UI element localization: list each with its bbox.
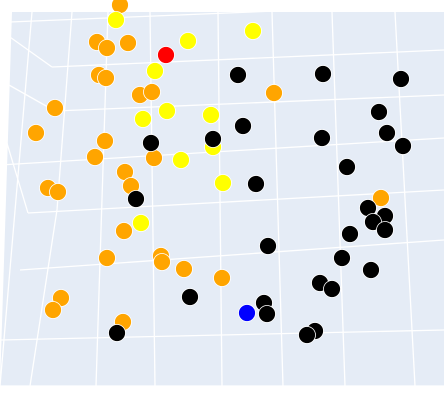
- data-point[interactable]: [230, 67, 247, 84]
- data-point[interactable]: [334, 250, 351, 267]
- data-point[interactable]: [239, 305, 256, 322]
- data-point[interactable]: [28, 125, 45, 142]
- data-point[interactable]: [314, 130, 331, 147]
- data-point[interactable]: [99, 40, 116, 57]
- data-point[interactable]: [158, 47, 175, 64]
- data-point[interactable]: [205, 131, 222, 148]
- data-point[interactable]: [45, 302, 62, 319]
- data-point[interactable]: [235, 118, 252, 135]
- data-point[interactable]: [266, 85, 283, 102]
- data-point[interactable]: [299, 327, 316, 344]
- data-point[interactable]: [315, 66, 332, 83]
- data-point[interactable]: [99, 250, 116, 267]
- data-point[interactable]: [393, 71, 410, 88]
- data-point[interactable]: [214, 270, 231, 287]
- data-point[interactable]: [260, 238, 277, 255]
- data-point[interactable]: [339, 159, 356, 176]
- data-point[interactable]: [108, 12, 125, 29]
- data-point[interactable]: [176, 261, 193, 278]
- data-point[interactable]: [180, 33, 197, 50]
- data-point[interactable]: [128, 191, 145, 208]
- data-point[interactable]: [97, 133, 114, 150]
- data-point[interactable]: [182, 289, 199, 306]
- data-point[interactable]: [135, 111, 152, 128]
- data-point[interactable]: [173, 152, 190, 169]
- data-point[interactable]: [109, 325, 126, 342]
- data-point[interactable]: [363, 262, 380, 279]
- data-point[interactable]: [47, 100, 64, 117]
- data-point[interactable]: [116, 223, 133, 240]
- data-point[interactable]: [371, 104, 388, 121]
- data-point[interactable]: [147, 63, 164, 80]
- data-point[interactable]: [146, 150, 163, 167]
- data-point[interactable]: [154, 254, 171, 271]
- data-point[interactable]: [133, 215, 150, 232]
- data-point[interactable]: [395, 138, 412, 155]
- data-point[interactable]: [215, 175, 232, 192]
- data-point[interactable]: [342, 226, 359, 243]
- data-point[interactable]: [120, 35, 137, 52]
- data-point[interactable]: [87, 149, 104, 166]
- data-point[interactable]: [324, 281, 341, 298]
- data-point[interactable]: [377, 222, 394, 239]
- data-point[interactable]: [379, 125, 396, 142]
- data-point[interactable]: [98, 70, 115, 87]
- data-point[interactable]: [203, 107, 220, 124]
- data-point[interactable]: [159, 103, 176, 120]
- data-point[interactable]: [143, 135, 160, 152]
- data-point[interactable]: [245, 23, 262, 40]
- data-point[interactable]: [248, 176, 265, 193]
- data-point[interactable]: [259, 306, 276, 323]
- data-point[interactable]: [144, 84, 161, 101]
- data-point[interactable]: [50, 184, 67, 201]
